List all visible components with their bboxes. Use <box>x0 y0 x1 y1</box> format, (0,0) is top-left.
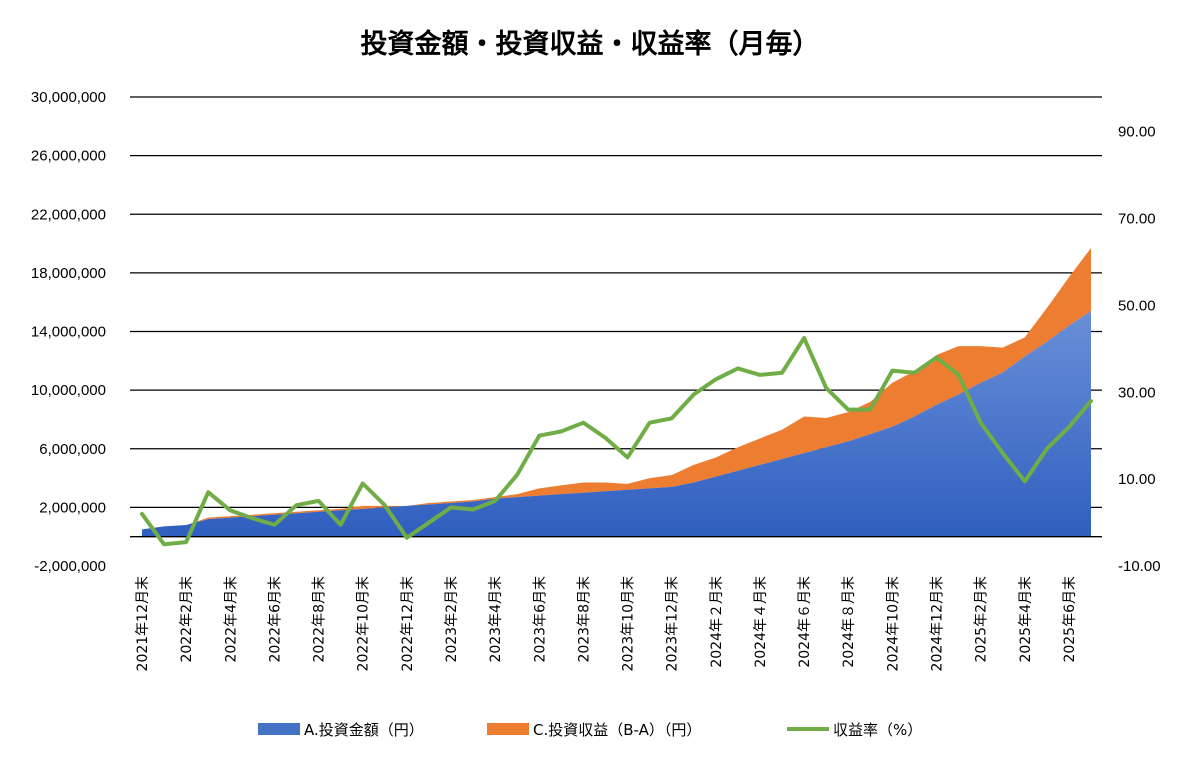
y-left-tick-label: 18,000,000 <box>31 265 106 282</box>
y-right-tick-label: 30.00 <box>1118 384 1156 401</box>
y-right-tick-label: 10.00 <box>1118 471 1156 488</box>
x-tick-label: 2022年8月末 <box>312 576 328 663</box>
x-tick-label: 2022年12月末 <box>400 576 416 671</box>
x-axis: 2021年12月末 2022年2月末 2022年4月末 2022年6月末 2022年8月… <box>135 576 1078 671</box>
x-tick-label: 2022年2月末 <box>179 576 195 663</box>
y-right-tick-label: 90.00 <box>1118 124 1156 141</box>
x-tick-label: 2024年２月末 <box>709 576 725 668</box>
y-axis-right: 90.00 70.00 50.00 30.00 10.00 -10.00 <box>1118 124 1161 575</box>
x-tick-label: 2024年10月末 <box>885 576 901 671</box>
x-tick-label: 2023年8月末 <box>576 576 592 663</box>
legend-swatch-profit <box>487 723 529 735</box>
legend-label-profit: C.投資収益（B-A）（円） <box>533 721 701 739</box>
y-left-tick-label: -2,000,000 <box>34 558 106 575</box>
line-series-return-rate <box>140 336 1093 547</box>
plot-areas <box>142 247 1091 537</box>
x-tick-label: 2024年12月末 <box>930 576 946 671</box>
x-tick-label: 2022年10月末 <box>356 576 372 671</box>
y-left-tick-label: 6,000,000 <box>39 441 106 458</box>
y-left-tick-label: 26,000,000 <box>31 148 106 165</box>
x-tick-label: 2025年2月末 <box>974 576 990 663</box>
plot-line <box>140 336 1093 547</box>
x-tick-label: 2024年８月末 <box>841 576 857 668</box>
y-right-tick-label: 70.00 <box>1118 211 1156 228</box>
x-tick-label: 2023年2月末 <box>444 576 460 663</box>
x-tick-label: 2024年６月末 <box>797 576 813 668</box>
legend-label-investment: A.投資金額（円） <box>304 721 424 739</box>
legend: A.投資金額（円） C.投資収益（B-A）（円） 収益率（%） <box>258 721 922 739</box>
legend-label-return-rate: 収益率（%） <box>833 721 922 739</box>
y-left-tick-label: 14,000,000 <box>31 324 106 341</box>
x-tick-label: 2023年6月末 <box>532 576 548 663</box>
x-tick-label: 2024年４月末 <box>753 576 769 668</box>
y-left-tick-label: 22,000,000 <box>31 206 106 223</box>
x-tick-label: 2022年6月末 <box>267 576 283 663</box>
y-left-tick-label: 30,000,000 <box>31 89 106 106</box>
chart-title: 投資金額・投資収益・収益率（月毎） <box>361 28 820 60</box>
x-tick-label: 2023年4月末 <box>488 576 504 663</box>
area-series-profit <box>142 247 1091 530</box>
y-right-tick-label: -10.00 <box>1118 558 1161 575</box>
area-series-investment <box>142 310 1091 537</box>
y-axis-left: 30,000,000 26,000,000 22,000,000 18,000,000… <box>31 89 106 575</box>
y-right-tick-label: 50.00 <box>1118 297 1156 314</box>
x-tick-label: 2023年12月末 <box>665 576 681 671</box>
x-tick-label: 2025年6月末 <box>1062 576 1078 663</box>
y-left-tick-label: 10,000,000 <box>31 382 106 399</box>
x-tick-label: 2021年12月末 <box>135 576 151 671</box>
x-tick-label: 2023年10月末 <box>621 576 637 671</box>
legend-swatch-investment <box>258 723 300 735</box>
gridlines <box>130 96 1102 509</box>
x-tick-label: 2025年4月末 <box>1018 576 1034 663</box>
x-tick-label: 2022年4月末 <box>223 576 239 663</box>
y-left-tick-label: 2,000,000 <box>39 499 106 516</box>
